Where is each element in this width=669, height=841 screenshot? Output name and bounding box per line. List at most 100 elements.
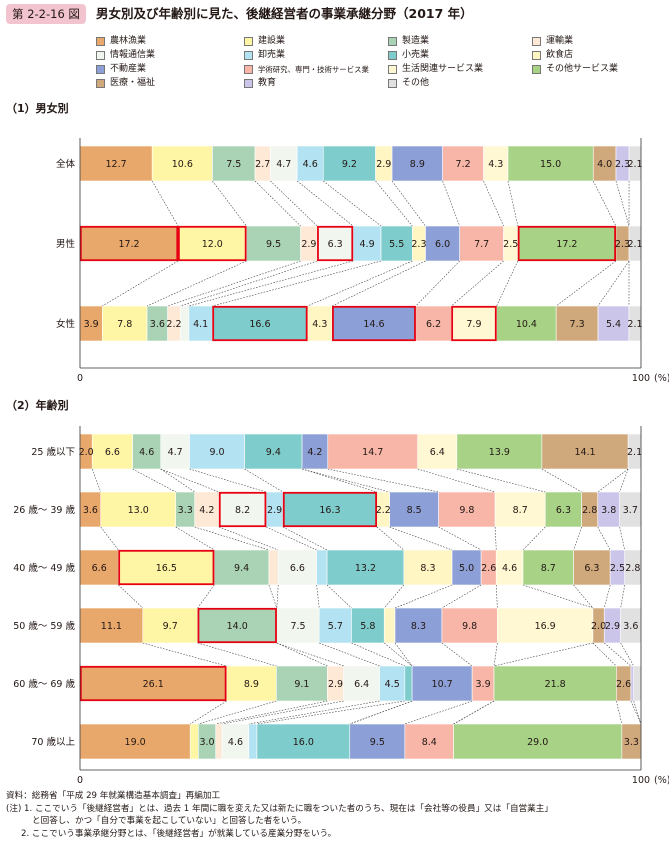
category-label: 25 歳以下 bbox=[31, 446, 75, 458]
bar-segment bbox=[417, 433, 458, 470]
connector-line bbox=[180, 260, 318, 307]
connector-line bbox=[212, 260, 382, 307]
note-2: 2. ここでいう事業承継分野とは、「後継経営者」が就業している産業分野をいう。 bbox=[21, 828, 337, 839]
legend-swatch bbox=[96, 37, 105, 46]
category-label: 男性 bbox=[56, 238, 76, 250]
legend-label: その他 bbox=[402, 78, 430, 88]
data-label: 2.7 bbox=[255, 159, 270, 170]
connector-line bbox=[212, 180, 247, 227]
data-label: 6.3 bbox=[328, 239, 343, 250]
connector-line bbox=[404, 700, 473, 725]
connector-line bbox=[351, 642, 405, 667]
bar-segment bbox=[352, 225, 382, 262]
data-label: 4.2 bbox=[199, 505, 214, 516]
connector-line bbox=[451, 260, 504, 307]
data-label: 4.7 bbox=[168, 447, 183, 458]
legend-swatch bbox=[244, 79, 253, 88]
connector-line bbox=[301, 468, 390, 493]
bar-segment bbox=[394, 607, 443, 644]
data-label: 8.7 bbox=[541, 563, 556, 574]
data-label: 2.3 bbox=[615, 159, 630, 170]
highlight-box bbox=[79, 225, 179, 262]
data-label: 9.8 bbox=[459, 505, 474, 516]
bar-segment bbox=[307, 305, 333, 342]
connector-line bbox=[194, 526, 270, 551]
bar-segment bbox=[495, 549, 524, 586]
data-label: 7.5 bbox=[226, 159, 241, 170]
bar-segment bbox=[79, 225, 179, 262]
legend-swatch bbox=[388, 65, 397, 74]
data-label: 17.2 bbox=[118, 239, 139, 250]
data-label: 5.4 bbox=[606, 319, 621, 330]
x-tick-min: 0 bbox=[77, 373, 83, 384]
connector-line bbox=[175, 526, 215, 551]
data-label: 2.3 bbox=[411, 239, 426, 250]
data-label: 7.5 bbox=[290, 621, 305, 632]
bar-segment bbox=[142, 607, 198, 644]
bar-segment bbox=[404, 723, 454, 760]
bar-segment bbox=[79, 607, 144, 644]
connector-line bbox=[215, 700, 328, 725]
data-label: 4.3 bbox=[312, 319, 327, 330]
data-label: 4.6 bbox=[502, 563, 517, 574]
bar-row bbox=[79, 607, 642, 644]
data-label: 12.0 bbox=[202, 239, 223, 250]
bar-row bbox=[79, 145, 642, 182]
connector-line bbox=[197, 642, 277, 667]
bar-segment bbox=[215, 723, 223, 760]
data-label: 8.9 bbox=[244, 679, 259, 690]
data-label: 2.8 bbox=[625, 563, 640, 574]
x-axis-unit: (%) bbox=[654, 775, 669, 786]
category-label: 50 歳～ 59 歳 bbox=[13, 620, 75, 632]
data-label: 14.1 bbox=[574, 447, 595, 458]
x-axis-unit: (%) bbox=[654, 373, 669, 384]
bar-segment bbox=[212, 145, 256, 182]
connector-line bbox=[633, 700, 642, 725]
data-label: 10.4 bbox=[516, 319, 537, 330]
note-1: (注) 1. ここでいう「後継経営者」とは、過去 1 年間に職を変えた又は新たに… bbox=[6, 803, 553, 814]
connector-line bbox=[160, 468, 195, 493]
data-label: 5.0 bbox=[459, 563, 474, 574]
data-label: 3.6 bbox=[623, 621, 638, 632]
section-title-gender: （1）男女別 bbox=[6, 102, 69, 115]
bar-segment bbox=[322, 145, 376, 182]
data-label: 3.0 bbox=[199, 737, 214, 748]
data-label: 6.0 bbox=[435, 239, 450, 250]
data-label: 3.3 bbox=[178, 505, 193, 516]
bar-segment bbox=[411, 665, 473, 702]
data-label: 2.8 bbox=[582, 505, 597, 516]
bar-segment bbox=[179, 305, 190, 342]
data-label: 2.0 bbox=[79, 447, 94, 458]
bar-segment bbox=[438, 491, 496, 528]
bar-segment bbox=[248, 723, 258, 760]
connector-line bbox=[307, 260, 413, 307]
connector-line bbox=[573, 526, 582, 551]
bar-segment bbox=[441, 607, 498, 644]
connector-line bbox=[442, 180, 460, 227]
connector-line bbox=[495, 584, 498, 609]
data-label: 14.0 bbox=[227, 621, 248, 632]
age-stacked-bar-chart: 25 歳以下 2.0 6.6 4.6 4.7 9.0 9.4 4.2 14.7 6.4 13.9 14… bbox=[13, 426, 669, 786]
gender-stacked-bar-chart: 全体 12.7 10.6 7.5 2.7 4.7 4.6 9.2 2.9 8.9 7.2 4.3 15.… bbox=[56, 138, 669, 384]
data-label: 6.6 bbox=[290, 563, 305, 574]
data-label: 13.9 bbox=[489, 447, 510, 458]
connector-line bbox=[620, 642, 634, 667]
data-label: 9.5 bbox=[370, 737, 385, 748]
bar-segment bbox=[212, 305, 308, 342]
legend-label: 運輸業 bbox=[546, 36, 574, 46]
data-label: 8.9 bbox=[410, 159, 425, 170]
connector-line bbox=[349, 700, 413, 725]
legend-label: 不動産業 bbox=[110, 64, 147, 74]
connector-line bbox=[494, 526, 497, 551]
connector-line bbox=[222, 700, 344, 725]
data-label: 2.2 bbox=[376, 505, 391, 516]
bar-segment bbox=[213, 549, 270, 586]
connector-line bbox=[384, 584, 405, 609]
data-label: 3.3 bbox=[624, 737, 639, 748]
connector-line bbox=[496, 260, 519, 307]
connector-line bbox=[620, 584, 626, 609]
bar-segment bbox=[459, 225, 504, 262]
data-label: 2.1 bbox=[627, 239, 642, 250]
data-label: 2.5 bbox=[610, 563, 625, 574]
connector-line bbox=[276, 642, 344, 667]
